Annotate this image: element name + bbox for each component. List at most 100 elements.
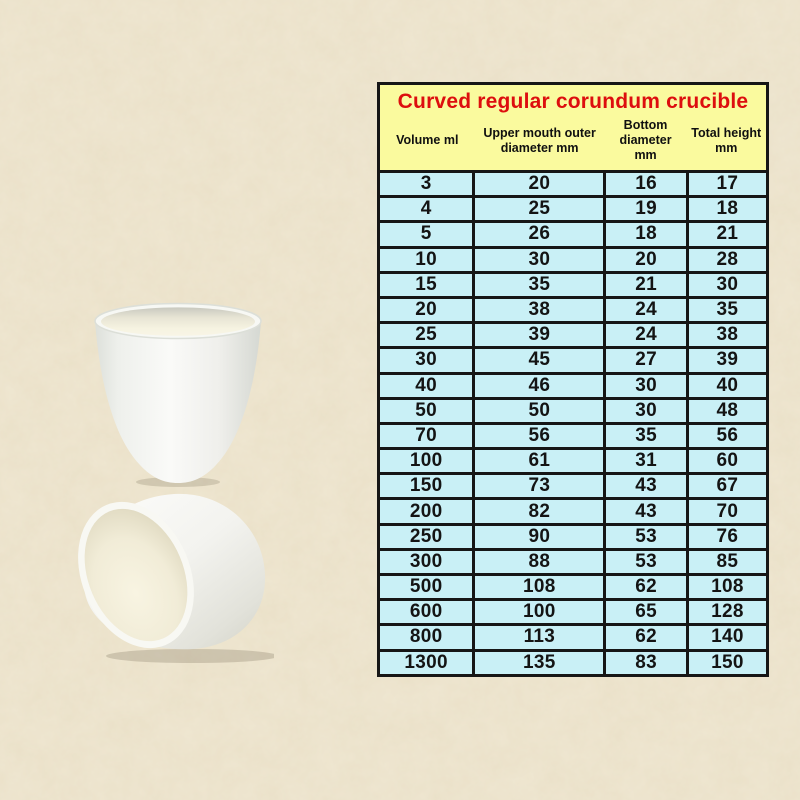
table-row: 150 73 43 67 [376, 472, 770, 501]
table-cell: 140 [685, 623, 770, 652]
table-cell: 48 [685, 396, 770, 425]
table-cell: 38 [472, 295, 607, 325]
table-cell: 25 [472, 195, 607, 224]
table-cell: 39 [685, 346, 770, 375]
table-cell: 82 [472, 497, 607, 526]
table-cell: 50 [376, 396, 476, 425]
table-cell: 40 [376, 371, 476, 400]
table-row: 70 56 35 56 [376, 421, 770, 451]
table-cell: 35 [603, 421, 689, 451]
table-cell: 43 [603, 497, 689, 526]
table-row: 100 61 31 60 [376, 447, 770, 476]
table-cell: 28 [685, 245, 770, 274]
table-row: 500 108 62 108 [376, 572, 770, 602]
table-cell: 83 [603, 648, 689, 677]
table-cell: 1300 [376, 648, 476, 677]
table-cell: 150 [685, 648, 770, 677]
table-cell: 62 [603, 623, 689, 652]
table-row: 600 100 65 128 [376, 598, 770, 627]
column-header-total-height: Total height mm [691, 125, 762, 155]
table-cell: 18 [603, 220, 689, 249]
table-header: Curved regular corundum crucible Volume … [377, 82, 769, 170]
table-cell: 10 [376, 245, 476, 274]
table-cell: 100 [376, 447, 476, 476]
table-cell: 85 [685, 547, 770, 577]
table-cell: 70 [376, 421, 476, 451]
table-cell: 16 [603, 169, 689, 199]
table-cell: 128 [685, 598, 770, 627]
table-cell: 50 [472, 396, 607, 425]
table-row: 30 45 27 39 [376, 346, 770, 375]
table-cell: 53 [603, 522, 689, 551]
table-cell: 61 [472, 447, 607, 476]
table-cell: 15 [376, 270, 476, 299]
table-row: 5 26 18 21 [376, 220, 770, 249]
table-cell: 108 [472, 572, 607, 602]
table-cell: 31 [603, 447, 689, 476]
table-cell: 24 [603, 295, 689, 325]
table-cell: 35 [685, 295, 770, 325]
table-row: 25 39 24 38 [376, 321, 770, 350]
table-cell: 150 [376, 472, 476, 501]
table-cell: 67 [685, 472, 770, 501]
table-cell: 53 [603, 547, 689, 577]
table-cell: 300 [376, 547, 476, 577]
table-cell: 30 [603, 371, 689, 400]
table-cell: 108 [685, 572, 770, 602]
table-cell: 27 [603, 346, 689, 375]
table-cell: 30 [685, 270, 770, 299]
table-cell: 20 [376, 295, 476, 325]
table-cell: 20 [472, 169, 607, 199]
table-cell: 135 [472, 648, 607, 677]
column-header-upper-mouth: Upper mouth outer diameter mm [483, 125, 596, 155]
table-cell: 20 [603, 245, 689, 274]
table-row: 4 25 19 18 [376, 195, 770, 224]
table-cell: 88 [472, 547, 607, 577]
table-row: 50 50 30 48 [376, 396, 770, 425]
table-cell: 18 [685, 195, 770, 224]
column-header-volume: Volume ml [396, 133, 459, 147]
table-cell: 39 [472, 321, 607, 350]
table-cell: 70 [685, 497, 770, 526]
table-cell: 65 [603, 598, 689, 627]
table-cell: 43 [603, 472, 689, 501]
spec-table: Curved regular corundum crucible Volume … [376, 82, 770, 677]
table-cell: 90 [472, 522, 607, 551]
table-row: 20 38 24 35 [376, 295, 770, 325]
table-row: 800 113 62 140 [376, 623, 770, 652]
table-cell: 30 [472, 245, 607, 274]
table-row: 300 88 53 85 [376, 547, 770, 577]
table-cell: 250 [376, 522, 476, 551]
table-cell: 21 [685, 220, 770, 249]
table-cell: 17 [685, 169, 770, 199]
table-cell: 600 [376, 598, 476, 627]
table-cell: 100 [472, 598, 607, 627]
table-cell: 73 [472, 472, 607, 501]
table-cell: 35 [472, 270, 607, 299]
table-row: 40 46 30 40 [376, 371, 770, 400]
table-cell: 200 [376, 497, 476, 526]
table-title: Curved regular corundum crucible [397, 90, 749, 113]
table-row: 15 35 21 30 [376, 270, 770, 299]
table-cell: 30 [376, 346, 476, 375]
table-row: 1300 135 83 150 [376, 648, 770, 677]
column-header-bottom-diameter: Bottom diameter mm [619, 118, 672, 162]
table-cell: 19 [603, 195, 689, 224]
table-cell: 26 [472, 220, 607, 249]
table-cell: 76 [685, 522, 770, 551]
table-cell: 46 [472, 371, 607, 400]
spec-data-grid: 3 20 16 17 4 25 19 18 5 26 18 21 10 30 20 28 15 35 21 30 20 3… [376, 169, 770, 677]
table-cell: 113 [472, 623, 607, 652]
table-row: 200 82 43 70 [376, 497, 770, 526]
table-cell: 4 [376, 195, 476, 224]
table-row: 3 20 16 17 [376, 169, 770, 199]
table-cell: 21 [603, 270, 689, 299]
table-cell: 45 [472, 346, 607, 375]
table-cell: 30 [603, 396, 689, 425]
tilted-crucible-photo [78, 493, 274, 663]
table-cell: 24 [603, 321, 689, 350]
table-cell: 3 [376, 169, 476, 199]
table-cell: 40 [685, 371, 770, 400]
table-row: 250 90 53 76 [376, 522, 770, 551]
table-body: 3 20 16 17 4 25 19 18 5 26 18 21 10 30 20 28 15 35 21 30 20 3… [376, 169, 770, 677]
